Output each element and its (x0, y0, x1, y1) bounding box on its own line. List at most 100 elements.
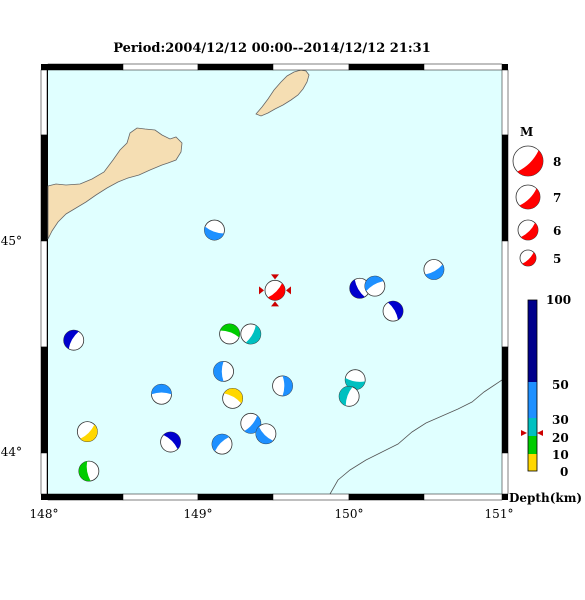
event-beachball (76, 421, 98, 443)
magnitude-legend: M 8 7 6 5 (512, 125, 561, 267)
border-segment (47, 493, 124, 501)
event-beachball (382, 300, 404, 322)
beachball-compressional (78, 461, 91, 482)
x-tick-150: 150° (335, 507, 364, 521)
coastline-east (329, 379, 503, 495)
main-event-beachball (264, 279, 286, 301)
main-event-pointers (259, 274, 291, 307)
depth-band-surface (528, 454, 537, 471)
border-segment (122, 63, 199, 71)
event-beachball (338, 385, 360, 407)
depth-band-shallow (528, 436, 537, 454)
x-tick-151: 151° (485, 507, 514, 521)
beachball-compressional (349, 279, 365, 299)
magnitude-legend-symbols (512, 145, 544, 267)
beachball-compressional (282, 375, 293, 396)
border-segment (501, 452, 509, 495)
y-tick-44: 44° (1, 445, 22, 459)
border-segment (47, 63, 124, 71)
border-segment (122, 493, 199, 501)
border-segment (40, 240, 48, 348)
beachball-compressional (255, 426, 273, 444)
beachball-compressional (425, 264, 444, 280)
event-beachball (240, 323, 262, 345)
beachball-compressional (204, 226, 224, 241)
beachball-compressional (212, 434, 230, 452)
event-beachball (204, 219, 225, 241)
beachball-compressional (267, 283, 285, 301)
magnitude-6-label: 6 (553, 224, 561, 238)
border-segment (423, 63, 503, 71)
depth-tick-0: 0 (560, 465, 568, 479)
pointer-arrow (286, 286, 291, 295)
event-beachball (63, 329, 85, 351)
depth-marker-left (521, 430, 527, 436)
border-segment (272, 63, 350, 71)
border-segment (40, 134, 48, 242)
island-north (255, 69, 310, 117)
border-segment (40, 69, 48, 136)
beachball-compressional (151, 384, 172, 395)
depth-legend: 100 50 30 20 10 0 Depth(km) (509, 293, 582, 505)
land-areas (47, 69, 503, 495)
depth-band-mid (528, 382, 537, 418)
axis: 148° 149° 150° 151° 44° 45° (1, 234, 514, 521)
beachball-compressional (220, 323, 240, 338)
event-beachball (364, 275, 386, 297)
event-beachball (219, 323, 241, 345)
beachball-compressional (364, 276, 384, 292)
border-segment (40, 452, 48, 495)
border-segment (40, 346, 48, 454)
beachball-compressional (213, 361, 224, 382)
island-west (47, 127, 183, 240)
beachball-compressional (522, 252, 536, 266)
beachball-compressional (517, 150, 543, 176)
event-beachball (222, 387, 244, 409)
border-segment (501, 346, 509, 454)
border-segment (197, 493, 274, 501)
border-segment (272, 493, 350, 501)
magnitude-legend-title: M (520, 125, 533, 139)
magnitude-legend-ball (517, 219, 539, 241)
beachball-compressional (519, 188, 540, 209)
beachball-compressional (163, 432, 181, 450)
depth-tick-10: 10 (552, 448, 569, 462)
x-tick-148: 148° (30, 507, 59, 521)
magnitude-legend-ball (515, 184, 541, 210)
beachball-compressional (63, 330, 79, 349)
magnitude-7-label: 7 (553, 191, 561, 205)
magnitude-legend-ball (512, 145, 544, 177)
magnitude-5-label: 5 (553, 252, 561, 266)
event-beachball (151, 383, 172, 405)
border-segment (197, 63, 274, 71)
pointer-arrow (271, 301, 279, 307)
event-beachball (423, 259, 445, 280)
event-beachball (211, 433, 233, 455)
beachball-compressional (388, 301, 404, 320)
pointer-arrow (271, 274, 279, 280)
map-title: Period:2004/12/12 00:00--2014/12/12 21:3… (113, 41, 431, 56)
magnitude-8-label: 8 (553, 155, 561, 169)
event-markers (63, 219, 445, 482)
depth-band-deep (528, 300, 537, 382)
beachball-compressional (520, 222, 538, 240)
border-segment (501, 69, 509, 136)
depth-tick-50: 50 (552, 378, 569, 392)
border-segment (501, 134, 509, 242)
depth-scale-frame (527, 299, 538, 472)
border-segment (423, 493, 503, 501)
magnitude-legend-ball (519, 249, 537, 267)
border-segment (348, 63, 425, 71)
event-beachball (272, 375, 293, 397)
border-segment (348, 493, 425, 501)
depth-tick-100: 100 (546, 293, 571, 307)
beachball-compressional (339, 386, 353, 406)
y-tick-45: 45° (1, 234, 22, 248)
event-beachball (160, 431, 181, 453)
event-beachball (213, 360, 234, 382)
depth-axis-label: Depth(km) (509, 491, 582, 505)
depth-marker-right (537, 430, 543, 436)
beachball-compressional (80, 424, 98, 442)
pointer-arrow (259, 286, 264, 295)
